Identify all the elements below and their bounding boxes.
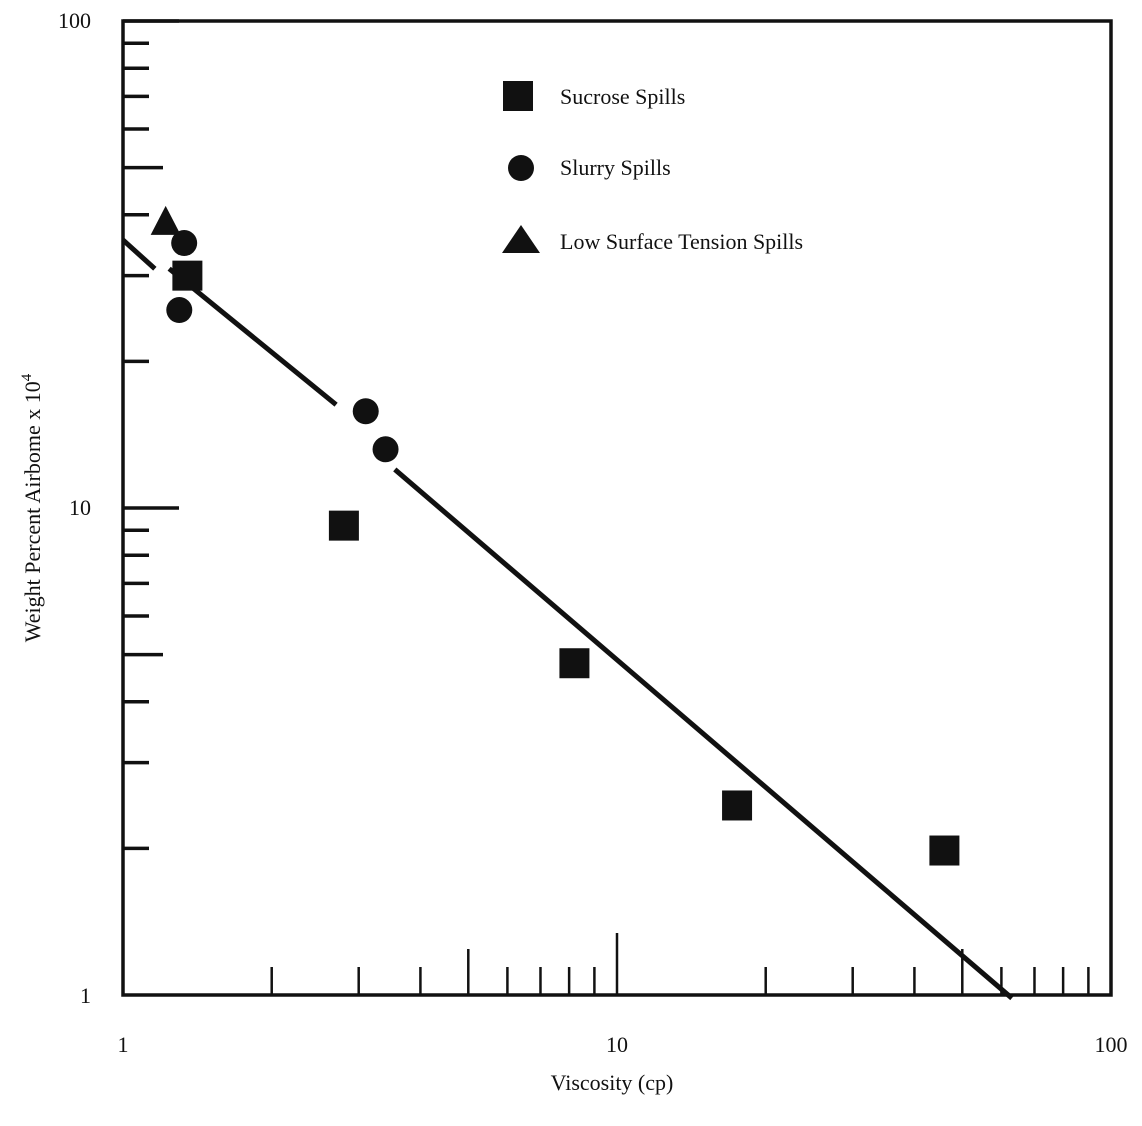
- data-point-triangle: [150, 205, 181, 235]
- legend: Sucrose Spills Slurry Spills Low Surface…: [502, 81, 803, 254]
- data-point-circle: [166, 297, 193, 324]
- y-axis-title-main: Weight Percent Airbome x 10: [20, 381, 45, 642]
- legend-item-sucrose: Sucrose Spills: [503, 81, 685, 111]
- fit-line-segment: [121, 238, 157, 271]
- data-point-square: [172, 260, 203, 291]
- data-point-circle: [352, 398, 379, 425]
- data-point-square: [559, 648, 590, 679]
- x-tick-label: 100: [1095, 1032, 1128, 1057]
- triangle-marker-icon: [502, 225, 540, 253]
- y-axis-title: Weight Percent Airbome x 104: [19, 373, 45, 642]
- legend-label: Sucrose Spills: [560, 84, 685, 109]
- data-point-square: [929, 835, 960, 866]
- data-point-square: [722, 790, 753, 821]
- x-axis-title: Viscosity (cp): [551, 1070, 674, 1095]
- data-point-circle: [171, 230, 198, 257]
- y-tick-label: 10: [69, 495, 91, 520]
- fit-line: [121, 238, 1014, 1001]
- y-tick-label: 1: [80, 983, 91, 1008]
- legend-item-slurry: Slurry Spills: [508, 155, 671, 181]
- y-tick-labels: 100 10 1: [58, 8, 91, 1008]
- fit-line-segment: [393, 467, 1014, 1001]
- x-tick-labels: 1 10 100: [118, 1032, 1128, 1057]
- data-point-square: [328, 510, 359, 541]
- x-tick-label: 1: [118, 1032, 129, 1057]
- y-axis-title-exponent: 4: [19, 373, 35, 381]
- data-point-circle: [372, 436, 399, 463]
- legend-label: Low Surface Tension Spills: [560, 229, 803, 254]
- legend-label: Slurry Spills: [560, 155, 671, 180]
- y-tick-label: 100: [58, 8, 91, 33]
- x-tick-label: 10: [606, 1032, 628, 1057]
- minor-ticks: [123, 19, 1113, 995]
- data-markers: [150, 205, 960, 866]
- fit-line-segment: [167, 266, 338, 407]
- legend-item-low-surface-tension: Low Surface Tension Spills: [502, 225, 803, 254]
- circle-marker-icon: [508, 155, 534, 181]
- square-marker-icon: [503, 81, 533, 111]
